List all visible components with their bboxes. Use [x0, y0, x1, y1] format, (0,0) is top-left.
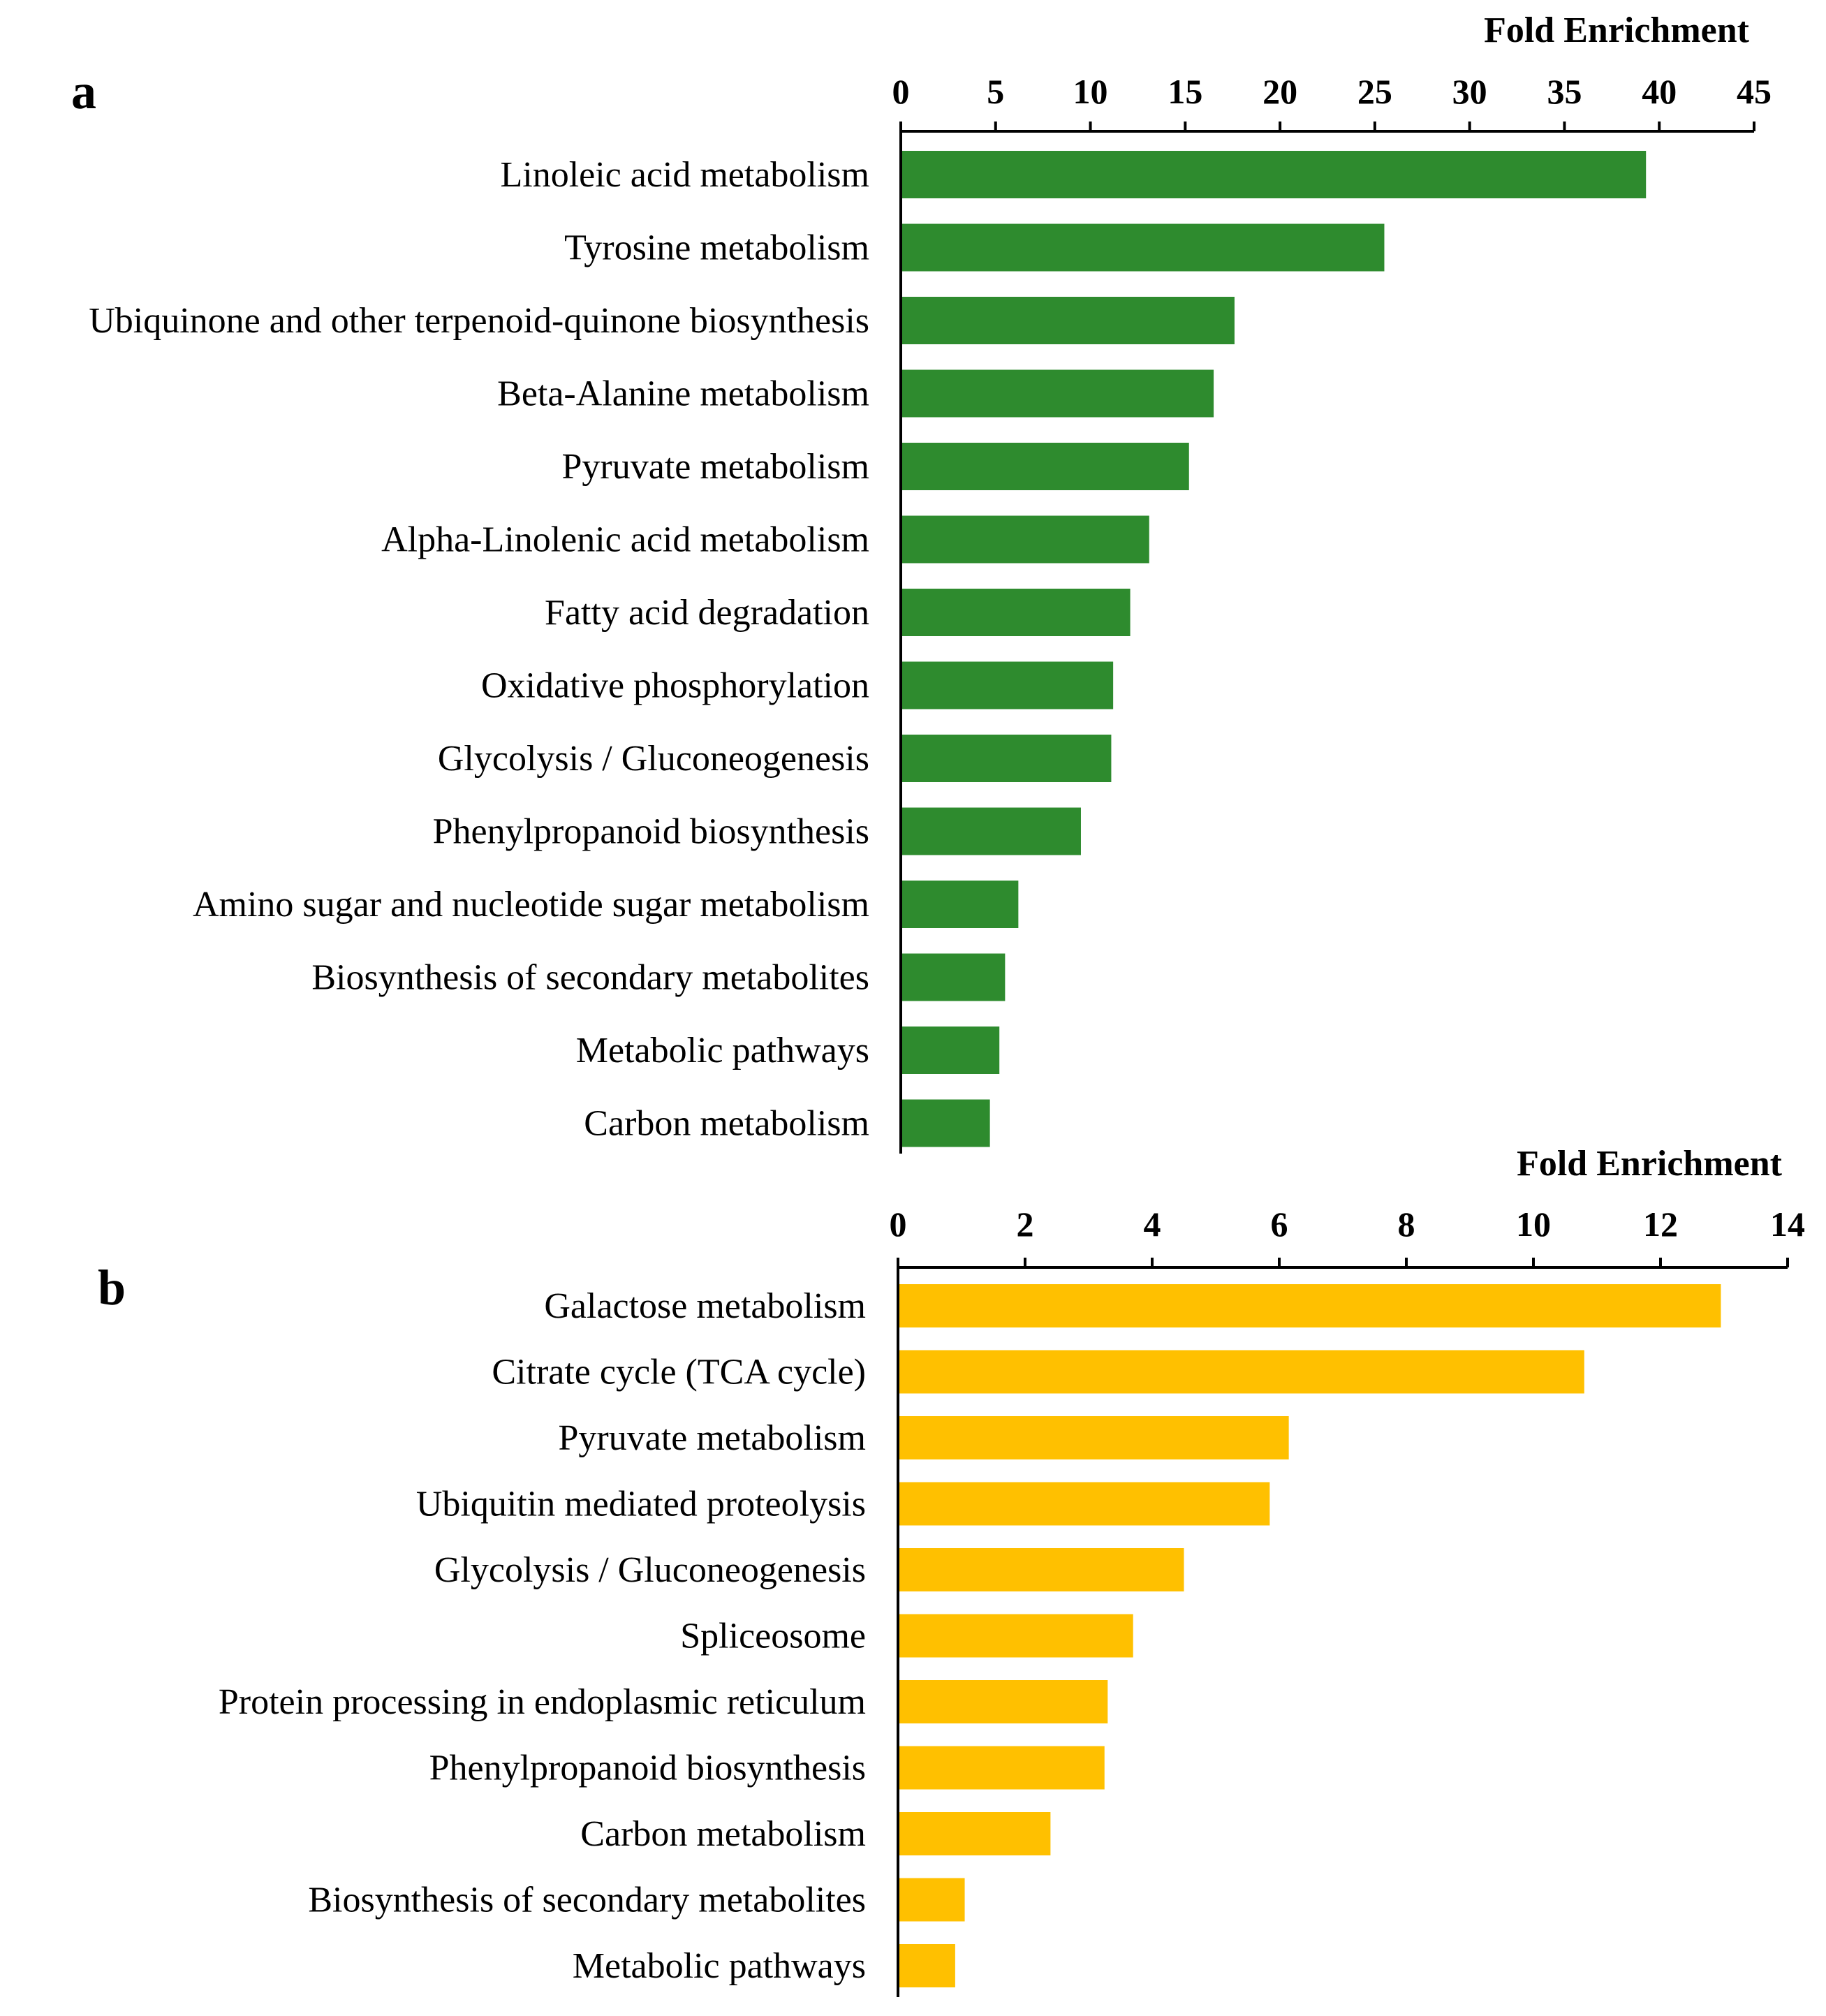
category-label: Pyruvate metabolism — [559, 1418, 866, 1458]
bar-galactose-metabolism — [898, 1284, 1721, 1327]
category-label: Carbon metabolism — [584, 1104, 869, 1144]
x-tick-label: 40 — [1642, 72, 1677, 111]
x-tick-label: 14 — [1770, 1205, 1805, 1244]
x-tick-label: 45 — [1737, 72, 1772, 111]
category-label: Carbon metabolism — [580, 1814, 866, 1854]
category-label: Pyruvate metabolism — [562, 447, 869, 487]
bar-phenylpropanoid-biosynthesis — [898, 1746, 1105, 1790]
bar-protein-processing-in-endoplasmic-reticulum — [898, 1680, 1108, 1723]
x-tick-label: 30 — [1452, 72, 1487, 111]
x-tick-label: 15 — [1168, 72, 1202, 111]
category-label: Metabolic pathways — [573, 1946, 866, 1986]
bar-ubiquitin-mediated-proteolysis — [898, 1482, 1270, 1526]
category-label: Phenylpropanoid biosynthesis — [433, 812, 869, 852]
bar-ubiquinone-and-other-terpenoid-quinone-biosynthesis — [901, 297, 1235, 344]
x-tick-label: 20 — [1262, 72, 1297, 111]
category-label: Citrate cycle (TCA cycle) — [492, 1353, 866, 1392]
x-tick-label: 10 — [1073, 72, 1108, 111]
category-label: Biosynthesis of secondary metabolites — [311, 958, 869, 998]
category-label: Spliceosome — [680, 1617, 866, 1656]
x-tick-label: 0 — [892, 72, 910, 111]
bar-beta-alanine-metabolism — [901, 369, 1214, 418]
x-tick-label: 6 — [1271, 1205, 1288, 1244]
category-label: Ubiquitin mediated proteolysis — [416, 1485, 866, 1524]
bar-tyrosine-metabolism — [901, 223, 1385, 272]
bar-pyruvate-metabolism — [901, 443, 1189, 490]
category-label: Oxidative phosphorylation — [481, 666, 869, 706]
category-label: Ubiquinone and other terpenoid-quinone b… — [89, 301, 869, 341]
x-tick-label: 25 — [1357, 72, 1392, 111]
x-tick-label: 5 — [987, 72, 1004, 111]
category-label: Amino sugar and nucleotide sugar metabol… — [193, 885, 869, 925]
x-tick-label: 4 — [1144, 1205, 1161, 1244]
x-tick-label: 35 — [1547, 72, 1582, 111]
bar-spliceosome — [898, 1614, 1133, 1658]
x-axis-title: Fold Enrichment — [1484, 10, 1750, 50]
x-tick-label: 12 — [1643, 1205, 1678, 1244]
category-label: Biosynthesis of secondary metabolites — [308, 1881, 866, 1920]
x-tick-label: 2 — [1017, 1205, 1034, 1244]
bar-oxidative-phosphorylation — [901, 661, 1114, 709]
category-label: Beta-Alanine metabolism — [497, 374, 869, 414]
bar-pyruvate-metabolism — [898, 1416, 1289, 1459]
bar-metabolic-pathways — [901, 1027, 1000, 1074]
category-label: Alpha-Linolenic acid metabolism — [381, 520, 869, 560]
category-label: Tyrosine metabolism — [564, 228, 869, 268]
bar-amino-sugar-and-nucleotide-sugar-metabolism — [901, 881, 1019, 928]
category-label: Fatty acid degradation — [545, 593, 869, 633]
x-tick-label: 10 — [1516, 1205, 1551, 1244]
category-label: Glycolysis / Gluconeogenesis — [434, 1550, 866, 1590]
bar-linoleic-acid-metabolism — [901, 151, 1647, 198]
bar-glycolysis-gluconeogenesis — [898, 1548, 1184, 1591]
x-axis-title: Fold Enrichment — [1517, 1144, 1783, 1184]
bar-glycolysis-gluconeogenesis — [901, 735, 1112, 782]
bar-carbon-metabolism — [901, 1099, 990, 1147]
bar-biosynthesis-of-secondary-metabolites — [898, 1878, 965, 1922]
category-label: Glycolysis / Gluconeogenesis — [438, 739, 869, 779]
x-tick-label: 0 — [890, 1205, 907, 1244]
bar-phenylpropanoid-biosynthesis — [901, 807, 1081, 855]
panel-label-a: a — [71, 64, 96, 119]
bar-carbon-metabolism — [898, 1812, 1051, 1855]
x-tick-label: 8 — [1398, 1205, 1415, 1244]
category-label: Protein processing in endoplasmic reticu… — [219, 1682, 866, 1722]
bar-citrate-cycle-tca-cycle — [898, 1350, 1584, 1394]
bar-biosynthesis-of-secondary-metabolites — [901, 953, 1006, 1001]
category-label: Linoleic acid metabolism — [500, 155, 869, 195]
bar-alpha-linolenic-acid-metabolism — [901, 515, 1149, 564]
category-label: Metabolic pathways — [576, 1031, 869, 1070]
bar-metabolic-pathways — [898, 1944, 955, 1987]
bar-fatty-acid-degradation — [901, 589, 1131, 636]
panel-label-b: b — [98, 1260, 126, 1316]
category-label: Galactose metabolism — [544, 1286, 866, 1326]
category-label: Phenylpropanoid biosynthesis — [429, 1749, 866, 1788]
